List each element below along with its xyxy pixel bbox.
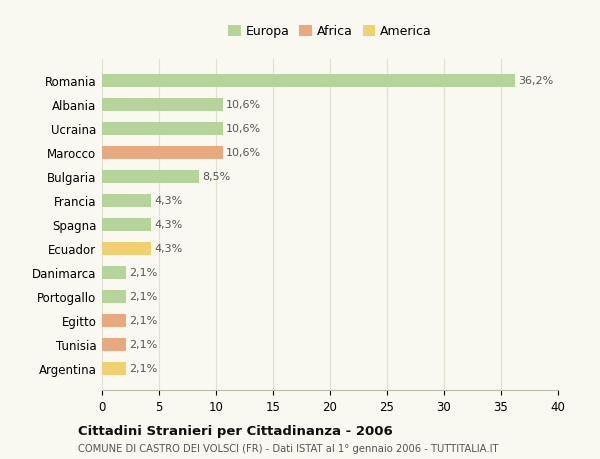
Bar (102, 242, 151, 255)
Text: 36,2%: 36,2% (518, 76, 553, 86)
Text: 2,1%: 2,1% (130, 340, 158, 350)
Bar (102, 123, 223, 136)
Text: 2,1%: 2,1% (130, 268, 158, 278)
Legend: Europa, Africa, America: Europa, Africa, America (226, 23, 434, 41)
Bar (102, 99, 223, 112)
Text: 8,5%: 8,5% (202, 172, 230, 182)
Bar (102, 314, 126, 327)
Text: 10,6%: 10,6% (226, 124, 262, 134)
Bar (102, 75, 515, 88)
Bar (102, 170, 199, 184)
Bar (102, 218, 151, 231)
Text: 10,6%: 10,6% (226, 100, 262, 110)
Bar (102, 362, 126, 375)
Text: 4,3%: 4,3% (154, 220, 182, 230)
Bar (102, 266, 126, 280)
Bar (102, 146, 223, 160)
Bar (102, 195, 151, 207)
Text: 10,6%: 10,6% (226, 148, 262, 158)
Text: 2,1%: 2,1% (130, 316, 158, 325)
Text: 2,1%: 2,1% (130, 292, 158, 302)
Text: 2,1%: 2,1% (130, 364, 158, 374)
Bar (102, 290, 126, 303)
Text: Cittadini Stranieri per Cittadinanza - 2006: Cittadini Stranieri per Cittadinanza - 2… (78, 424, 393, 437)
Text: 4,3%: 4,3% (154, 196, 182, 206)
Bar (102, 338, 126, 351)
Text: COMUNE DI CASTRO DEI VOLSCI (FR) - Dati ISTAT al 1° gennaio 2006 - TUTTITALIA.IT: COMUNE DI CASTRO DEI VOLSCI (FR) - Dati … (78, 443, 499, 453)
Text: 4,3%: 4,3% (154, 244, 182, 254)
